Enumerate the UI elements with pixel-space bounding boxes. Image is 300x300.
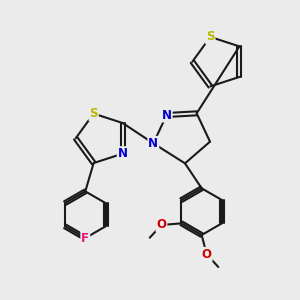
Text: F: F xyxy=(81,232,89,244)
Text: N: N xyxy=(162,109,172,122)
Text: N: N xyxy=(118,147,128,160)
Text: S: S xyxy=(206,30,214,44)
Text: O: O xyxy=(157,218,166,232)
Text: O: O xyxy=(202,248,212,261)
Text: S: S xyxy=(89,107,98,120)
Text: N: N xyxy=(148,137,158,150)
